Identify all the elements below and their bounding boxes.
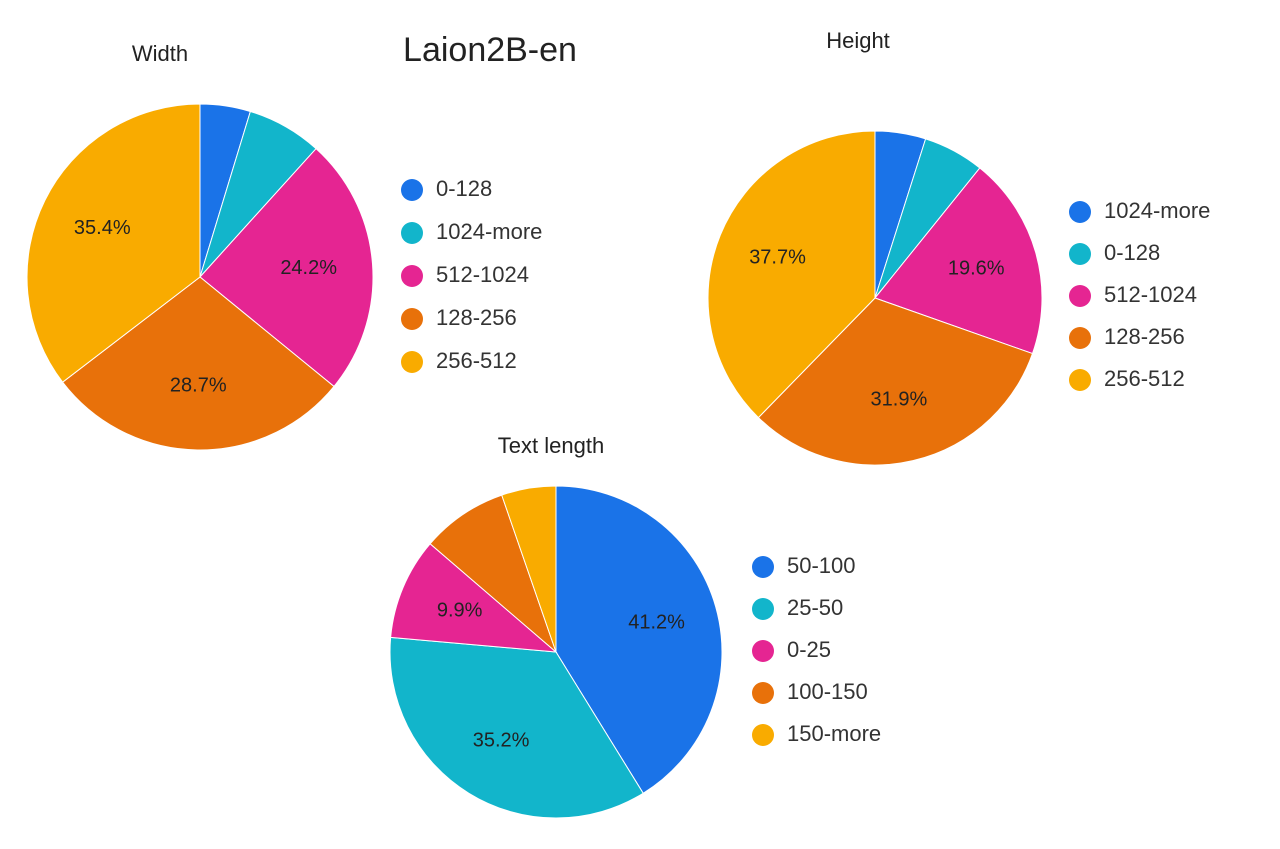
legend-label: 50-100 [787, 553, 856, 578]
legend-swatch [752, 682, 774, 704]
legend-swatch [401, 222, 423, 244]
legend-swatch [752, 556, 774, 578]
legend-swatch [1069, 243, 1091, 265]
pie-title: Height [826, 28, 890, 53]
legend-swatch [401, 179, 423, 201]
legend-label: 0-128 [1104, 240, 1160, 265]
pie-slice [429, 494, 558, 654]
legend-swatch [752, 724, 774, 746]
pie-title: Width [132, 41, 188, 66]
pie-title: Text length [498, 433, 604, 458]
slice-label: 24.2% [280, 257, 337, 279]
pie-slice [61, 276, 335, 451]
legend-swatch [1069, 327, 1091, 349]
pie-slice [390, 543, 558, 653]
slice-label: 19.6% [948, 258, 1005, 280]
legend-swatch [1069, 201, 1091, 223]
slice-label: 41.2% [628, 612, 685, 634]
pie-slice [757, 297, 1034, 466]
legend-swatch [1069, 369, 1091, 391]
pie-slice [199, 147, 374, 388]
pie-slice [874, 167, 1043, 355]
legend-label: 256-512 [436, 348, 517, 373]
legend-label: 1024-more [1104, 198, 1210, 223]
legend-label: 100-150 [787, 679, 868, 704]
legend-label: 0-128 [436, 176, 492, 201]
legend-label: 128-256 [1104, 324, 1185, 349]
pie-slice [707, 130, 876, 419]
legend-swatch [752, 640, 774, 662]
pie-slice [501, 485, 557, 653]
legend-label: 1024-more [436, 219, 542, 244]
slice-label: 9.9% [437, 600, 483, 622]
legend-swatch [401, 265, 423, 287]
legend-label: 512-1024 [1104, 282, 1197, 307]
legend-label: 256-512 [1104, 366, 1185, 391]
slice-label: 31.9% [871, 389, 928, 411]
legend-label: 512-1024 [436, 262, 529, 287]
main-title: Laion2B-en [403, 31, 577, 69]
legend-label: 0-25 [787, 637, 831, 662]
pie-slice [26, 103, 201, 383]
legend-label: 150-more [787, 721, 881, 746]
slice-label: 28.7% [170, 374, 227, 396]
legend-swatch [401, 308, 423, 330]
slice-label: 37.7% [749, 247, 806, 269]
slice-label: 35.4% [74, 217, 131, 239]
legend-label: 25-50 [787, 595, 843, 620]
slice-label: 35.2% [473, 729, 530, 751]
legend-swatch [1069, 285, 1091, 307]
pie-slice [389, 636, 644, 819]
legend-swatch [401, 351, 423, 373]
legend-label: 128-256 [436, 305, 517, 330]
pie-slice [555, 485, 723, 794]
legend-swatch [752, 598, 774, 620]
